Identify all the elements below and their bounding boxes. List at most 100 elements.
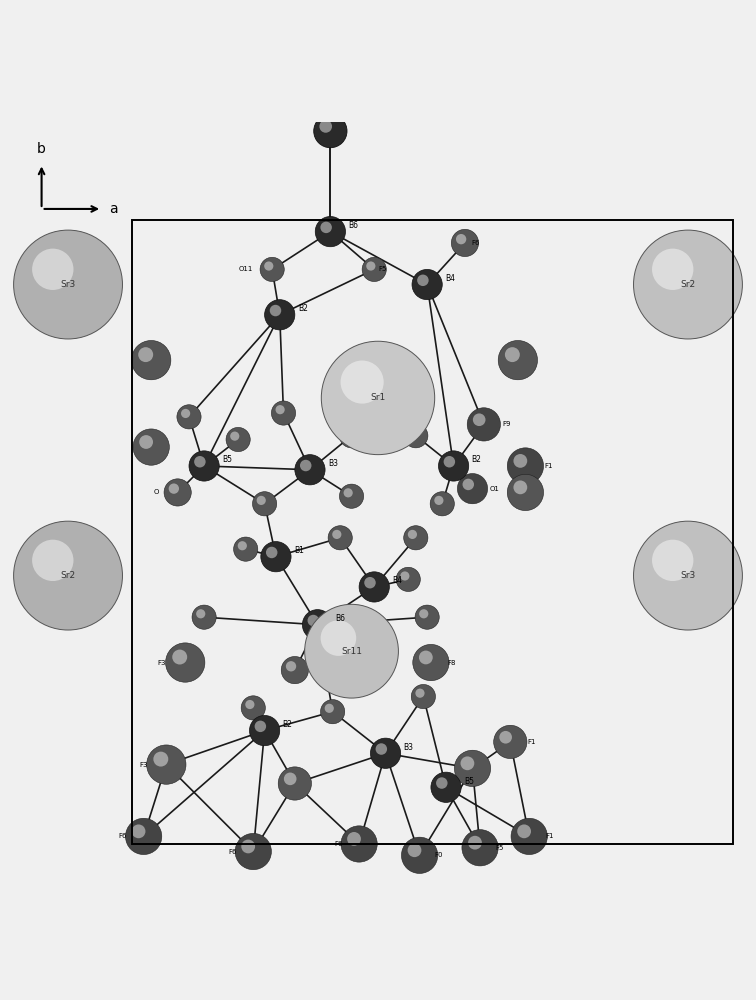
Circle shape [505, 347, 520, 362]
Circle shape [261, 542, 291, 572]
Circle shape [362, 257, 386, 282]
Text: F8: F8 [448, 660, 456, 666]
Text: B5: B5 [464, 777, 474, 786]
Circle shape [400, 571, 410, 581]
Circle shape [652, 540, 693, 581]
Circle shape [370, 738, 401, 768]
Circle shape [511, 818, 547, 855]
Circle shape [234, 537, 258, 561]
Circle shape [172, 650, 187, 665]
Text: F9: F9 [503, 421, 511, 427]
Circle shape [413, 644, 449, 681]
Circle shape [347, 832, 361, 846]
Circle shape [237, 541, 247, 550]
Circle shape [328, 526, 352, 550]
Circle shape [321, 620, 356, 656]
Circle shape [255, 721, 266, 732]
Circle shape [498, 340, 538, 380]
Text: F3: F3 [158, 660, 166, 666]
Circle shape [499, 731, 512, 744]
Circle shape [407, 530, 417, 539]
Text: B2: B2 [298, 304, 308, 313]
Circle shape [634, 521, 742, 630]
Circle shape [319, 120, 332, 133]
Circle shape [396, 567, 420, 591]
Text: b: b [37, 142, 46, 156]
Text: F6: F6 [334, 841, 342, 847]
Circle shape [132, 824, 145, 838]
Circle shape [462, 830, 498, 866]
Circle shape [340, 361, 383, 404]
Circle shape [284, 773, 296, 785]
Circle shape [463, 479, 474, 490]
Circle shape [419, 609, 429, 618]
Circle shape [321, 700, 345, 724]
Circle shape [411, 684, 435, 709]
Circle shape [407, 843, 421, 857]
Circle shape [14, 230, 122, 339]
Circle shape [278, 767, 311, 800]
Circle shape [181, 409, 191, 418]
Text: B3: B3 [404, 743, 414, 752]
Circle shape [436, 777, 448, 789]
Circle shape [434, 496, 444, 505]
Circle shape [308, 615, 319, 626]
Circle shape [302, 610, 333, 640]
Circle shape [412, 269, 442, 300]
Circle shape [241, 840, 255, 853]
Circle shape [286, 661, 296, 671]
Circle shape [133, 429, 169, 465]
Circle shape [513, 480, 527, 494]
Circle shape [407, 428, 417, 437]
Circle shape [260, 257, 284, 282]
Circle shape [132, 340, 171, 380]
Text: F5: F5 [378, 266, 386, 272]
Text: O: O [153, 489, 159, 495]
Circle shape [494, 725, 527, 759]
Circle shape [324, 704, 334, 713]
Circle shape [444, 456, 455, 467]
Bar [132, 220, 733, 844]
Circle shape [507, 448, 544, 484]
Circle shape [153, 752, 169, 767]
Circle shape [245, 700, 255, 709]
Circle shape [300, 460, 311, 471]
Circle shape [321, 222, 332, 233]
Text: F6: F6 [228, 849, 237, 855]
Circle shape [189, 451, 219, 481]
Circle shape [271, 401, 296, 425]
Circle shape [275, 405, 285, 414]
Text: B6: B6 [349, 221, 358, 230]
Circle shape [235, 833, 271, 870]
Circle shape [32, 249, 73, 290]
Text: B4: B4 [445, 274, 455, 283]
Text: Sr11: Sr11 [341, 647, 362, 656]
Circle shape [125, 818, 162, 855]
Circle shape [417, 275, 429, 286]
Circle shape [513, 454, 527, 468]
Text: F6: F6 [471, 240, 479, 246]
Circle shape [467, 408, 500, 441]
Circle shape [468, 836, 482, 850]
Text: O1: O1 [489, 486, 499, 492]
Text: B6: B6 [336, 614, 345, 623]
Text: Sr2: Sr2 [680, 280, 696, 289]
Text: F1: F1 [544, 463, 553, 469]
Circle shape [415, 689, 425, 698]
Circle shape [264, 261, 274, 271]
Text: O11: O11 [239, 266, 253, 272]
Circle shape [266, 547, 277, 558]
Circle shape [401, 837, 438, 873]
Circle shape [169, 483, 179, 494]
Circle shape [147, 745, 186, 784]
Circle shape [456, 234, 466, 244]
Text: F0: F0 [435, 852, 443, 858]
Text: Sr3: Sr3 [60, 280, 76, 289]
Circle shape [192, 605, 216, 629]
Circle shape [634, 230, 742, 339]
Text: B3: B3 [328, 459, 338, 468]
Text: B4: B4 [392, 576, 402, 585]
Circle shape [366, 261, 376, 271]
Circle shape [256, 496, 266, 505]
Circle shape [376, 743, 387, 755]
